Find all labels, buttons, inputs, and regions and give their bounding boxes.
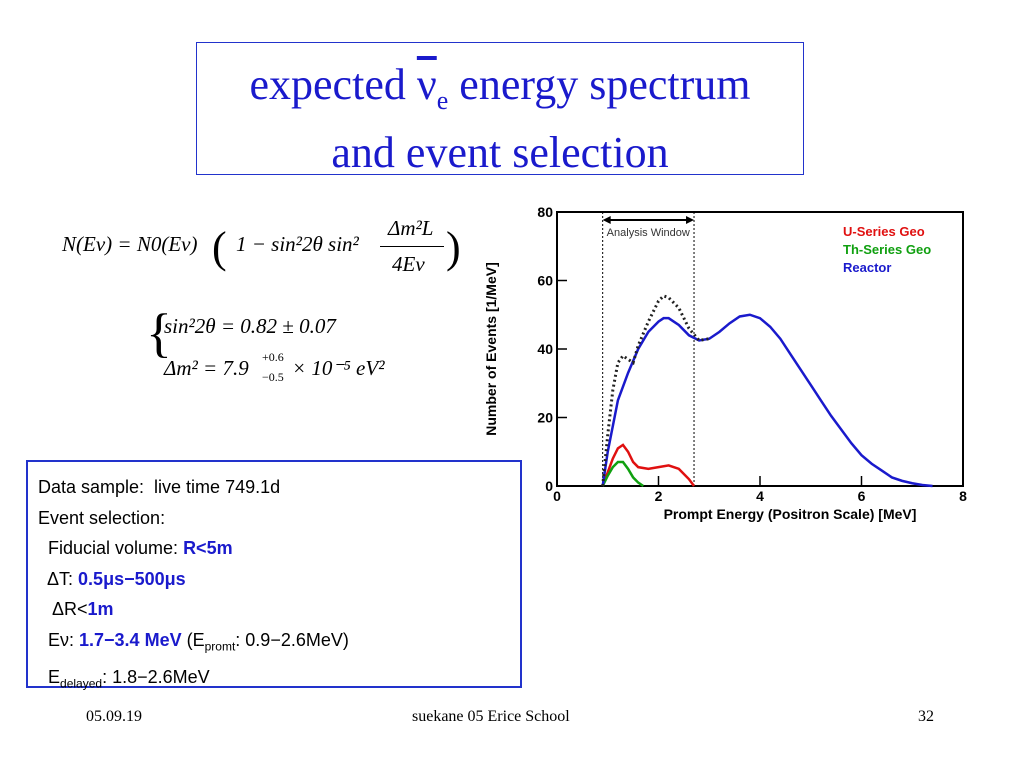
box-line: Eν: 1.7−3.4 MeV (Epromt: 0.9−2.6MeV) xyxy=(38,625,520,662)
title-text: energy spectrum xyxy=(448,60,751,109)
footer-page: 32 xyxy=(918,708,934,725)
selection-box: Data sample: live time 749.1d Event selec… xyxy=(26,460,522,690)
x-axis-label: Prompt Energy (Positron Scale) [MeV] xyxy=(664,506,917,522)
box-text: Eν: xyxy=(38,629,80,650)
box-line: Edelayed: 1.8−2.6MeV xyxy=(38,662,520,699)
box-text: 1.7−3.4 MeV xyxy=(79,629,182,650)
box-text: (E xyxy=(181,629,205,650)
y-axis-label: Number of Events [1/MeV] xyxy=(483,262,499,435)
fraction-bar xyxy=(380,246,444,247)
y-tick-label: 0 xyxy=(545,478,553,494)
x-tick-label: 8 xyxy=(959,488,967,504)
legend-entry: Th-Series Geo xyxy=(843,242,931,257)
title-sub: e xyxy=(436,85,449,115)
box-line: Event selection: xyxy=(38,503,520,534)
box-line: Fiducial volume: R<5m xyxy=(38,533,520,564)
box-text: 0.5μs−500μs xyxy=(78,568,186,589)
paren: ( xyxy=(212,223,227,272)
formula: N(Eν) = N0(Eν) xyxy=(62,232,198,256)
box-line: Data sample: live time 749.1d xyxy=(38,472,520,503)
legend-entry: Reactor xyxy=(843,260,891,275)
param-dn: −0.5 xyxy=(262,370,284,384)
param: Δm² = 7.9 xyxy=(164,356,249,380)
x-tick-label: 2 xyxy=(655,488,663,504)
box-line: ΔR<1m xyxy=(38,594,520,625)
formula-num: Δm²L xyxy=(388,216,434,240)
box-text: 1m xyxy=(87,599,114,619)
brace: { xyxy=(146,303,172,363)
series-line xyxy=(601,313,933,488)
title-nu: ν xyxy=(416,60,437,109)
box-text: ΔT: xyxy=(38,568,79,589)
y-tick-label: 80 xyxy=(537,204,553,220)
param-up: +0.6 xyxy=(262,350,284,364)
box-text: R<5m xyxy=(183,538,233,558)
chart: Number of Events [1/MeV] Prompt Energy (… xyxy=(483,204,967,522)
box-text: Data sample: live time 749.1d xyxy=(38,477,281,497)
title-box: expected νe energy spectrum and event se… xyxy=(196,42,804,177)
paren: ) xyxy=(446,223,461,272)
window-label: Analysis Window xyxy=(607,227,690,239)
formula-den: 4Eν xyxy=(392,252,425,276)
param: sin²2θ = 0.82 ± 0.07 xyxy=(164,314,336,338)
x-tick-label: 4 xyxy=(756,488,764,504)
title-text: and event selection xyxy=(331,127,669,177)
footer-center: suekane 05 Erice School xyxy=(412,708,570,725)
x-tick-label: 6 xyxy=(858,488,866,504)
box-text: promt xyxy=(204,639,236,654)
box-line: ΔT: 0.5μs−500μs xyxy=(38,564,520,595)
legend-entry: U-Series Geo xyxy=(843,224,925,239)
y-tick-label: 20 xyxy=(537,410,553,426)
box-text: Event selection: xyxy=(38,507,166,528)
y-tick-label: 60 xyxy=(537,273,553,289)
series-line xyxy=(601,294,710,487)
formula: 1 − sin²2θ sin² xyxy=(236,232,359,256)
y-tick-label: 40 xyxy=(537,341,553,357)
series-line xyxy=(601,460,644,488)
box-text: ΔR< xyxy=(38,599,88,619)
series-line xyxy=(601,443,696,487)
footer-date: 05.09.19 xyxy=(86,708,142,725)
box-text: E xyxy=(38,666,61,687)
param: × 10⁻⁵ eV² xyxy=(292,356,385,380)
box-text: delayed xyxy=(60,676,103,691)
title-text: expected xyxy=(249,60,417,109)
box-text: : 1.8−2.6MeV xyxy=(102,666,210,687)
box-text: : 0.9−2.6MeV) xyxy=(235,629,349,650)
x-tick-label: 0 xyxy=(553,488,561,504)
box-text: Fiducial volume: xyxy=(38,538,184,558)
